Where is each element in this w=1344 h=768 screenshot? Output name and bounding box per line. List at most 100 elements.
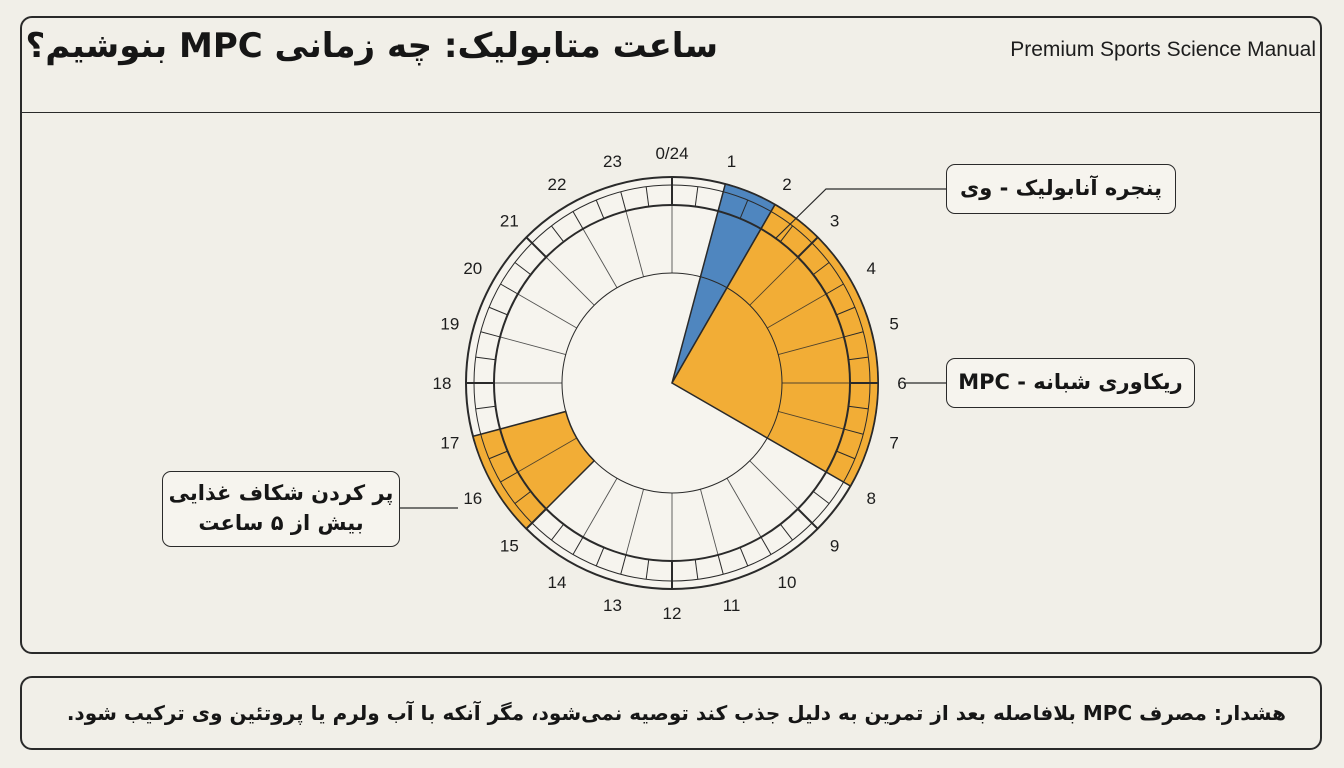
spoke bbox=[700, 210, 719, 277]
hour-label: 5 bbox=[889, 314, 898, 333]
minor-tick bbox=[525, 236, 547, 258]
minor-tick bbox=[760, 211, 772, 230]
spoke bbox=[499, 411, 566, 430]
minor-tick bbox=[480, 331, 501, 338]
spoke bbox=[625, 210, 644, 277]
callout-whey-window: پنجره آنابولیک - وی bbox=[946, 164, 1176, 214]
warning-label: هشدار: bbox=[1213, 701, 1286, 725]
spoke bbox=[545, 460, 595, 510]
spoke bbox=[517, 437, 577, 473]
minor-tick bbox=[739, 547, 749, 567]
minor-tick bbox=[812, 490, 830, 504]
minor-tick bbox=[525, 508, 547, 530]
minor-tick bbox=[779, 523, 793, 541]
minor-tick bbox=[739, 199, 749, 219]
spoke bbox=[545, 256, 595, 306]
minor-tick bbox=[500, 283, 519, 295]
warning-text: مصرف MPC بلافاصله بعد از تمرین به دلیل ج… bbox=[66, 701, 1214, 725]
hour-label: 16 bbox=[463, 489, 482, 508]
minor-tick bbox=[488, 450, 508, 460]
minor-tick bbox=[836, 306, 856, 316]
hour-label: 17 bbox=[440, 434, 459, 453]
minor-tick bbox=[717, 554, 724, 575]
minor-tick bbox=[760, 536, 772, 555]
minor-tick bbox=[779, 225, 793, 243]
spoke bbox=[517, 293, 577, 329]
hour-label: 11 bbox=[723, 596, 741, 615]
hour-label: 22 bbox=[548, 175, 567, 194]
header-divider bbox=[22, 112, 1320, 113]
leader-whey bbox=[775, 188, 946, 239]
warning-panel: هشدار: مصرف MPC بلافاصله بعد از تمرین به… bbox=[20, 676, 1322, 750]
spoke bbox=[767, 293, 827, 329]
spoke bbox=[726, 478, 762, 538]
hour-label: 1 bbox=[727, 152, 736, 171]
minor-tick bbox=[488, 306, 508, 316]
hour-label: 13 bbox=[603, 596, 622, 615]
minor-tick bbox=[620, 554, 627, 575]
page-title: ساعت متابولیک: چه زمانی MPC بنوشیم؟ bbox=[25, 26, 719, 66]
callout-fill-gap: پر کردن شکاف غذایی بیش از ۵ ساعت bbox=[162, 471, 400, 547]
callout-gap-line2: بیش از ۵ ساعت bbox=[198, 511, 364, 535]
hour-label: 12 bbox=[663, 604, 682, 623]
minor-tick bbox=[848, 356, 869, 361]
minor-tick bbox=[645, 186, 650, 207]
minor-tick bbox=[797, 236, 819, 258]
hour-label: 6 bbox=[897, 374, 906, 393]
callout-gap-line1: پر کردن شکاف غذایی bbox=[168, 481, 394, 505]
main-panel bbox=[20, 16, 1322, 654]
spoke bbox=[582, 478, 618, 538]
minor-tick bbox=[475, 356, 496, 361]
spoke bbox=[625, 489, 644, 556]
minor-tick bbox=[475, 405, 496, 410]
spoke bbox=[778, 411, 845, 430]
spoke bbox=[726, 228, 762, 288]
minor-tick bbox=[514, 262, 532, 276]
spoke bbox=[582, 228, 618, 288]
minor-tick bbox=[825, 283, 844, 295]
minor-tick bbox=[843, 331, 864, 338]
callout-mpc-recovery: ریکاوری شبانه - MPC bbox=[946, 358, 1195, 408]
hour-label: 19 bbox=[440, 314, 459, 333]
minor-tick bbox=[797, 508, 819, 530]
hour-label: 15 bbox=[500, 537, 519, 556]
minor-tick bbox=[620, 191, 627, 212]
minor-tick bbox=[812, 262, 830, 276]
hour-label: 21 bbox=[500, 211, 519, 230]
spoke bbox=[749, 256, 799, 306]
minor-tick bbox=[694, 559, 699, 580]
minor-tick bbox=[551, 225, 565, 243]
spoke bbox=[778, 336, 845, 355]
hour-label: 0/24 bbox=[655, 144, 688, 163]
minor-tick bbox=[694, 186, 699, 207]
minor-tick bbox=[836, 450, 856, 460]
hour-label: 10 bbox=[778, 573, 797, 592]
hour-label: 4 bbox=[866, 259, 875, 278]
hour-label: 14 bbox=[548, 573, 567, 592]
minor-tick bbox=[572, 211, 584, 230]
hour-label: 2 bbox=[782, 175, 791, 194]
hour-label: 20 bbox=[463, 259, 482, 278]
hour-label: 23 bbox=[603, 152, 622, 171]
minor-tick bbox=[551, 523, 565, 541]
spoke bbox=[700, 489, 719, 556]
minor-tick bbox=[825, 471, 844, 483]
spoke bbox=[767, 437, 827, 473]
spoke bbox=[499, 336, 566, 355]
callout-leaders bbox=[400, 188, 946, 509]
hour-label: 3 bbox=[830, 211, 839, 230]
clock-lines bbox=[466, 177, 878, 589]
minor-tick bbox=[500, 471, 519, 483]
minor-tick bbox=[645, 559, 650, 580]
minor-tick bbox=[514, 490, 532, 504]
minor-tick bbox=[595, 547, 605, 567]
clock-labels: 0/24 123456789101112131415161718192021222… bbox=[433, 144, 907, 623]
hour-label: 8 bbox=[866, 489, 875, 508]
hour-label: 9 bbox=[830, 537, 839, 556]
minor-tick bbox=[572, 536, 584, 555]
hour-label: 7 bbox=[889, 434, 898, 453]
minor-tick bbox=[848, 405, 869, 410]
spoke bbox=[749, 460, 799, 510]
hour-label: 18 bbox=[433, 374, 452, 393]
